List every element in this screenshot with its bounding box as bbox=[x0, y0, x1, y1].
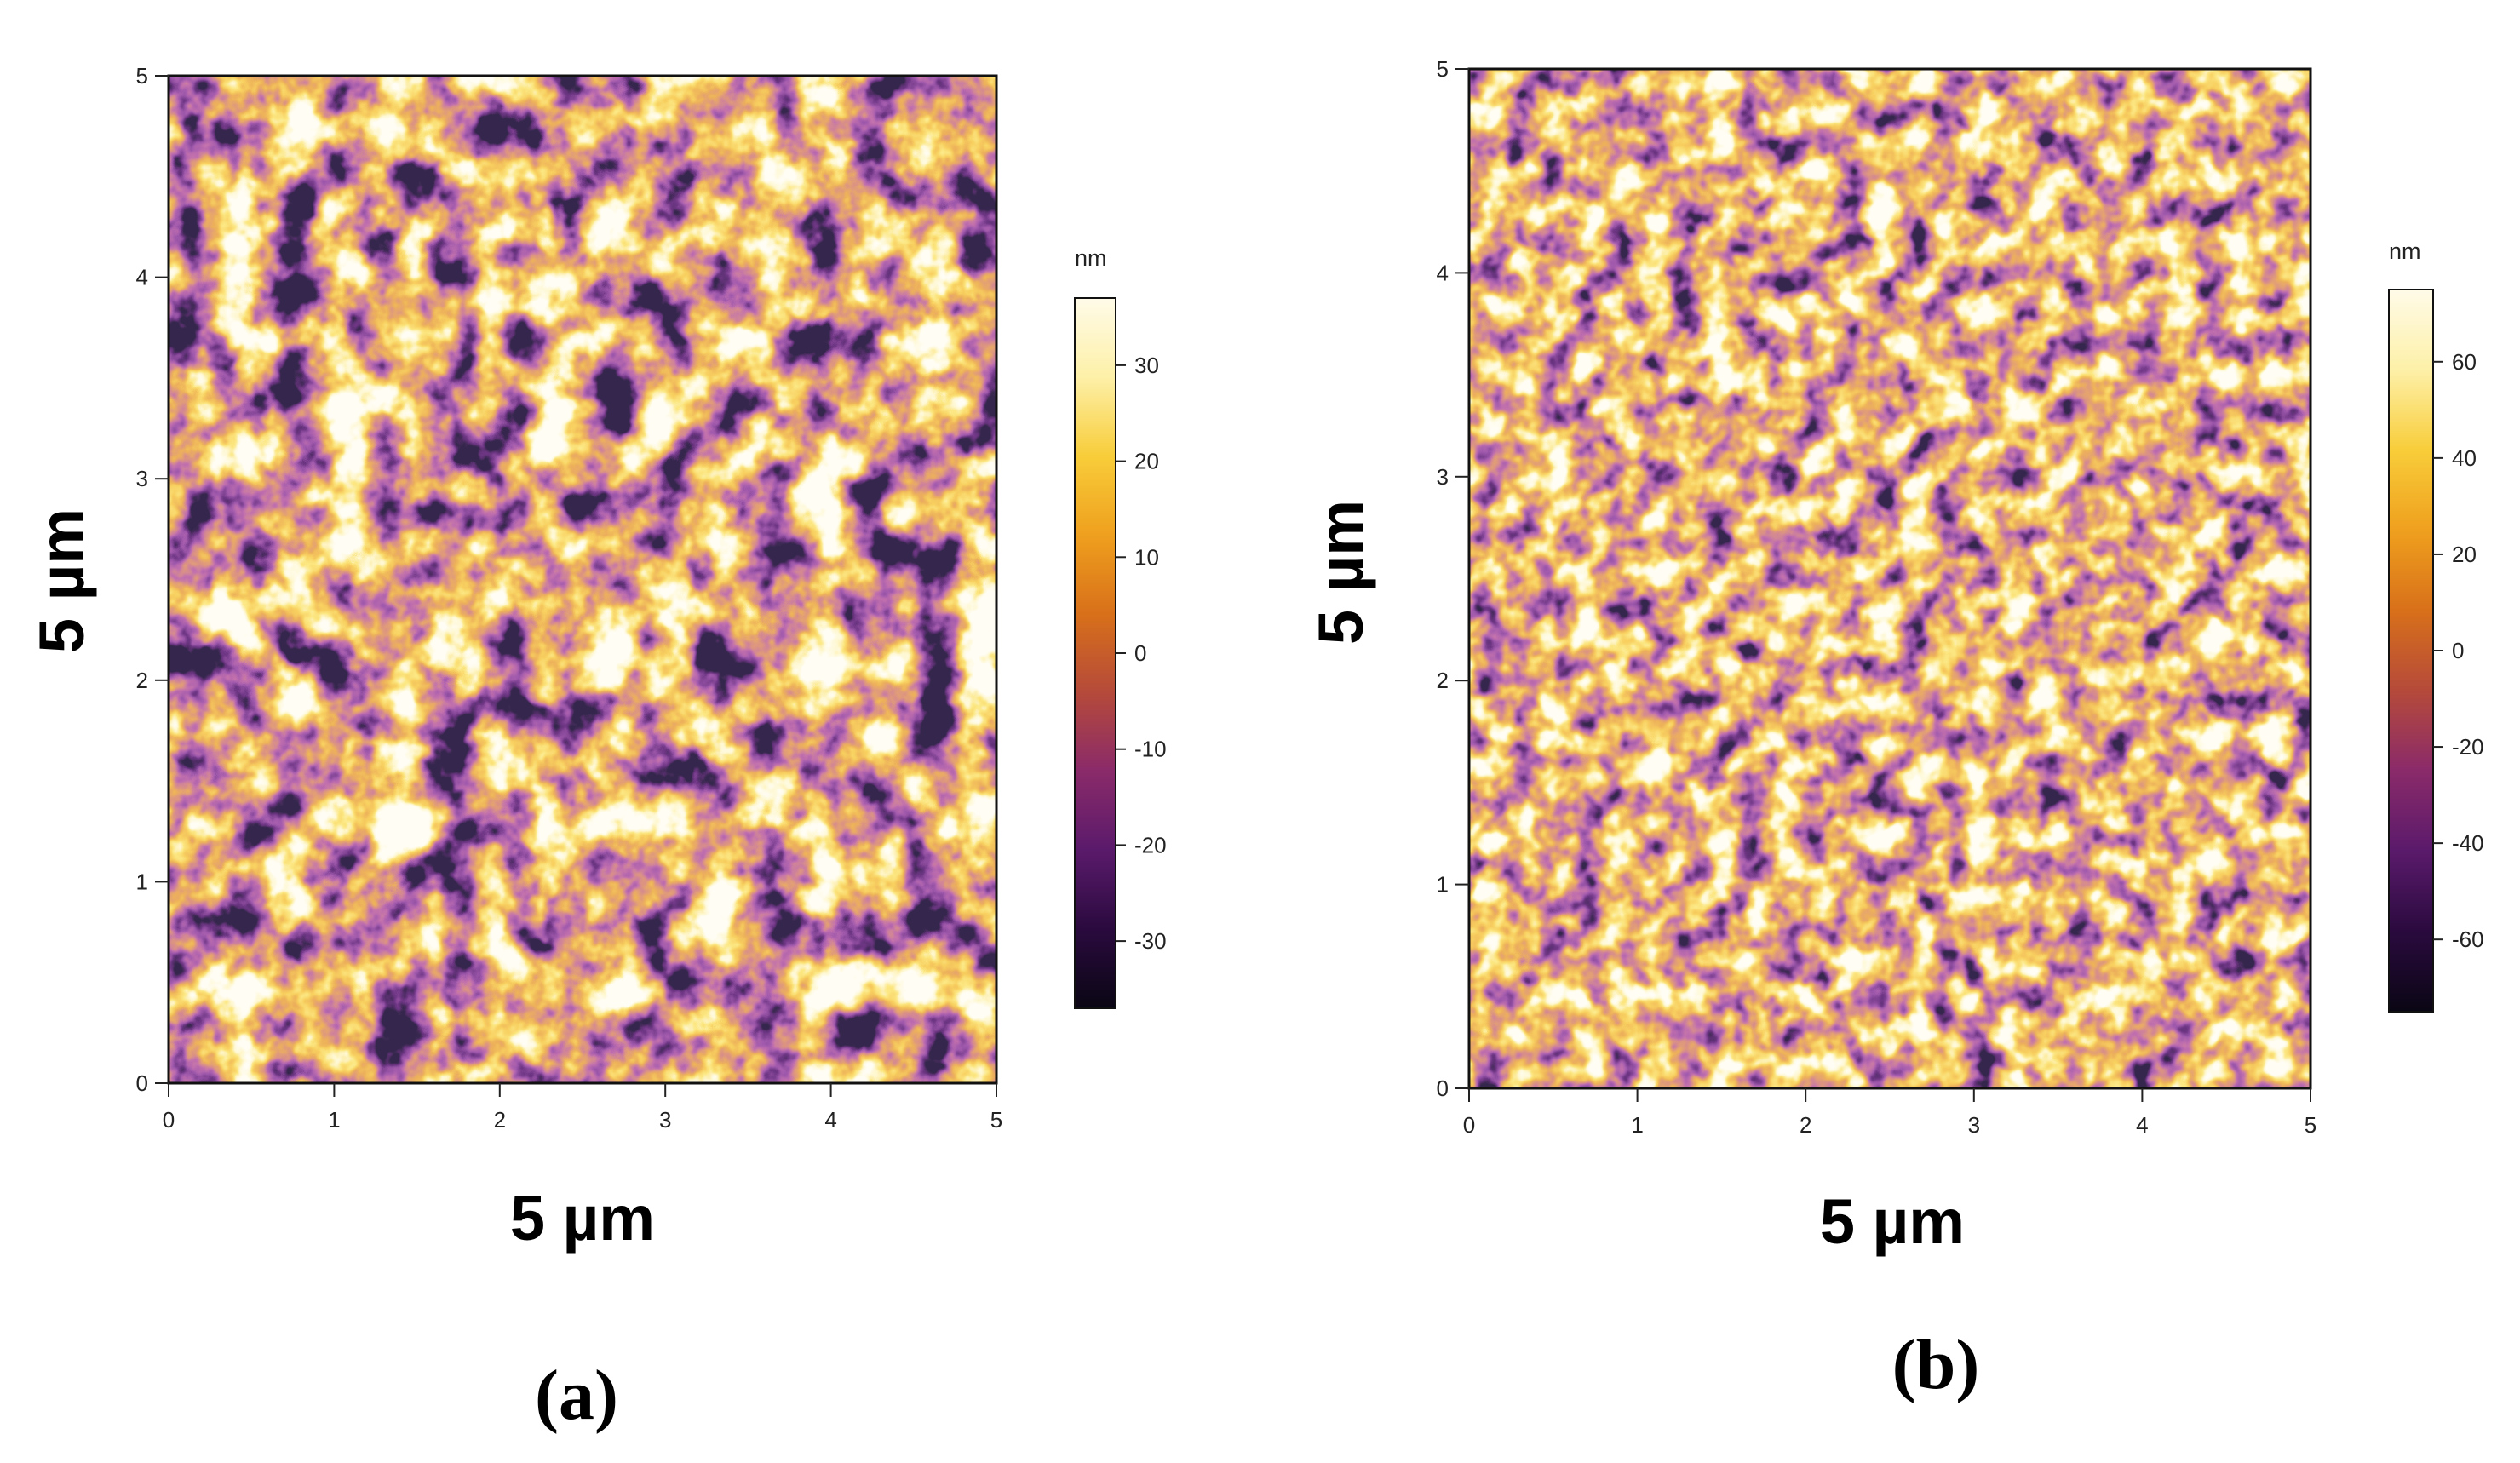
x-tick-label-a: 2 bbox=[494, 1107, 506, 1133]
colorbar-b bbox=[2388, 289, 2434, 1013]
x-tick-label-a: 3 bbox=[659, 1107, 671, 1133]
plot-frame-a bbox=[167, 74, 998, 1085]
x-ticks-b: 0 1 2 3 4 5 bbox=[1463, 1088, 2316, 1138]
colorbar-tick-label-b: -20 bbox=[2452, 734, 2484, 760]
panel-a: 0 1 2 3 4 5 0 1 2 3 4 5 5 µm 5 µm nm -30 -20 -10 0 10 2… bbox=[26, 63, 1167, 1435]
colorbar-tick-label-a: 0 bbox=[1134, 640, 1146, 666]
y-tick-label-b: 2 bbox=[1437, 668, 1449, 693]
colorbar-tick-label-a: -10 bbox=[1134, 737, 1167, 762]
colorbar-unit-a: nm bbox=[1075, 245, 1107, 271]
x-ticks-a: 0 1 2 3 4 5 bbox=[163, 1083, 1002, 1133]
x-axis-title-b: 5 µm bbox=[1820, 1186, 1965, 1257]
y-tick-label-a: 2 bbox=[136, 668, 148, 693]
x-tick-label-b: 5 bbox=[2305, 1112, 2316, 1138]
y-tick-label-a: 1 bbox=[136, 869, 148, 894]
x-tick-label-a: 1 bbox=[328, 1107, 340, 1133]
y-axis-title-a: 5 µm bbox=[26, 508, 97, 653]
y-tick-label-a: 5 bbox=[136, 63, 148, 89]
y-tick-label-a: 3 bbox=[136, 466, 148, 491]
y-tick-label-a: 4 bbox=[136, 265, 148, 290]
y-tick-label-b: 0 bbox=[1437, 1076, 1449, 1101]
afm-image-a bbox=[169, 76, 996, 1083]
colorbar-ticks-b: -60 -40 -20 0 20 40 60 bbox=[2433, 349, 2484, 952]
colorbar-tick-label-b: 40 bbox=[2452, 445, 2477, 471]
y-axis-title-b: 5 µm bbox=[1306, 500, 1376, 645]
x-tick-label-b: 2 bbox=[1800, 1112, 1811, 1138]
colorbar-ticks-a: -30 -20 -10 0 10 20 30 bbox=[1116, 353, 1167, 954]
x-axis-title-a: 5 µm bbox=[510, 1183, 655, 1254]
colorbar-tick-label-b: -60 bbox=[2452, 927, 2484, 952]
x-tick-label-a: 4 bbox=[824, 1107, 836, 1133]
colorbar-tick-label-a: 10 bbox=[1134, 544, 1159, 570]
panel-label-a: (a) bbox=[535, 1356, 618, 1435]
x-tick-label-b: 1 bbox=[1631, 1112, 1643, 1138]
colorbar-tick-label-a: -30 bbox=[1134, 928, 1167, 954]
colorbar-tick-label-a: -20 bbox=[1134, 832, 1167, 858]
afm-image-b bbox=[1469, 69, 2310, 1088]
colorbar-tick-label-b: -40 bbox=[2452, 830, 2484, 856]
x-tick-label-b: 0 bbox=[1463, 1112, 1475, 1138]
colorbar-unit-b: nm bbox=[2389, 238, 2421, 264]
y-ticks-a: 0 1 2 3 4 5 bbox=[136, 63, 169, 1096]
panel-b: 0 1 2 3 4 5 0 1 2 3 4 5 5 µm 5 µm nm -60 -40 -20 0 20 4… bbox=[1306, 56, 2484, 1404]
y-tick-label-a: 0 bbox=[136, 1070, 148, 1096]
colorbar-a bbox=[1074, 297, 1116, 1009]
colorbar-tick-label-a: 30 bbox=[1134, 353, 1159, 378]
y-tick-label-b: 5 bbox=[1437, 56, 1449, 82]
y-tick-label-b: 3 bbox=[1437, 464, 1449, 490]
y-tick-label-b: 4 bbox=[1437, 260, 1449, 285]
x-tick-label-a: 0 bbox=[163, 1107, 175, 1133]
x-tick-label-b: 4 bbox=[2136, 1112, 2148, 1138]
x-tick-label-b: 3 bbox=[1968, 1112, 1980, 1138]
panel-label-b: (b) bbox=[1892, 1325, 1980, 1404]
colorbar-tick-label-b: 0 bbox=[2452, 638, 2464, 663]
colorbar-tick-label-b: 60 bbox=[2452, 349, 2477, 375]
colorbar-tick-label-b: 20 bbox=[2452, 542, 2477, 567]
colorbar-tick-label-a: 20 bbox=[1134, 449, 1159, 474]
plot-frame-b bbox=[1467, 67, 2312, 1090]
x-tick-label-a: 5 bbox=[990, 1107, 1002, 1133]
y-ticks-b: 0 1 2 3 4 5 bbox=[1437, 56, 1469, 1101]
y-tick-label-b: 1 bbox=[1437, 872, 1449, 898]
